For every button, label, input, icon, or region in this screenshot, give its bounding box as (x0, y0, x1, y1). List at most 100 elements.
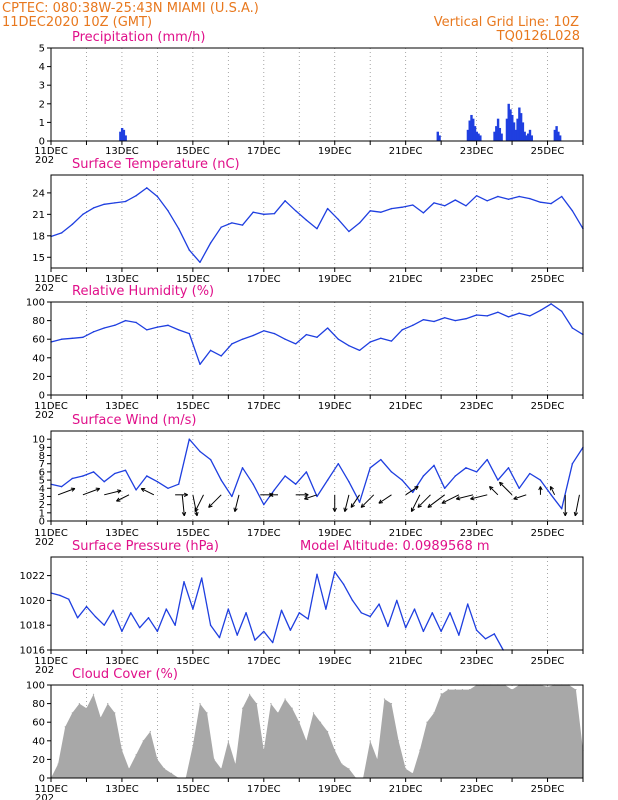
data-point (273, 212, 276, 215)
data-point (401, 479, 403, 481)
x-tick-label: 13DEC (105, 656, 139, 667)
data-point (103, 327, 105, 329)
x-tick-label: 25DEC (531, 784, 565, 795)
cloud-point (390, 703, 393, 705)
data-point (289, 629, 292, 631)
data-point (475, 195, 478, 197)
precip-bar (511, 114, 514, 141)
data-point (60, 338, 63, 340)
precip-bar (555, 126, 558, 141)
data-point (273, 332, 276, 335)
precip-bar (473, 126, 477, 141)
cloud-point (170, 772, 173, 774)
x-tick-label: 25DEC (531, 528, 565, 539)
cloud-point (234, 763, 237, 765)
header-code: TQ0126L028 (496, 29, 580, 44)
cloud-point (334, 749, 336, 751)
wind-arrow-head (427, 503, 432, 508)
y-tick-label: 0 (39, 517, 45, 528)
x-tick-label: 19DEC (318, 784, 352, 795)
data-point (273, 489, 276, 491)
panel-temp: Surface Temperature (nC) 15 18 21 24 11DEC 13D… (32, 157, 584, 294)
cloud-point (298, 721, 300, 723)
data-point (167, 487, 169, 489)
data-point (209, 624, 212, 626)
cloud-point (440, 693, 442, 695)
x-tick-label: 11DEC (34, 528, 68, 539)
data-point (177, 227, 180, 230)
cloud-point (277, 712, 279, 714)
data-point (561, 195, 563, 198)
cloud-point (319, 721, 322, 723)
cloud-point (199, 703, 201, 705)
data-point (177, 329, 180, 331)
data-point (241, 338, 244, 340)
cloud-point (369, 740, 371, 742)
panel-pres: Surface Pressure (hPa) Model Altitude: 0.… (20, 539, 584, 676)
precip-bar (553, 129, 557, 141)
x-tick-label: 19DEC (318, 401, 352, 412)
data-point (316, 227, 318, 230)
data-point (325, 608, 327, 610)
data-point (135, 489, 137, 491)
data-point (433, 320, 435, 323)
data-point (82, 213, 84, 216)
data-point (263, 503, 265, 506)
x-year-label: 202 (35, 537, 54, 548)
precip-bar (519, 113, 523, 141)
wind-arrow-head (538, 486, 543, 491)
cloud-point (383, 698, 385, 700)
wind-arrow-head (498, 481, 504, 487)
cloud-point (284, 698, 286, 700)
data-point (465, 318, 467, 320)
data-point (199, 363, 201, 366)
x-tick-label: 23DEC (460, 528, 494, 539)
data-point (263, 630, 265, 633)
data-point (295, 343, 297, 345)
cloud-area (51, 685, 583, 778)
data-point (85, 605, 88, 608)
y-tick-label: 4 (39, 62, 45, 73)
wind-arrow-head (549, 486, 554, 491)
wind-arrow (82, 488, 100, 496)
wind-arrow-head (489, 485, 494, 491)
data-point (316, 495, 318, 498)
data-point (539, 201, 542, 203)
precip-bar (468, 120, 471, 141)
data-point (422, 475, 425, 477)
x-tick-label: 23DEC (460, 274, 494, 285)
header-grid-note: Vertical Grid Line: 10Z (434, 15, 579, 30)
x-tick-label: 21DEC (389, 528, 423, 539)
precip-bar (466, 129, 470, 141)
precip-bar (122, 129, 126, 141)
wind-arrow-head (441, 499, 447, 504)
wind-arrow (489, 486, 499, 496)
data-point (114, 472, 116, 475)
data-point (82, 475, 84, 477)
y-tick-label: 60 (32, 335, 45, 346)
data-point (387, 625, 389, 628)
cloud-point (454, 689, 456, 691)
data-point (236, 634, 238, 636)
wind-arrow-head (233, 507, 238, 512)
data-point (167, 324, 169, 326)
y-tick-label: 1016 (20, 646, 45, 657)
y-tick-label: 80 (32, 699, 45, 710)
data-point (360, 612, 363, 614)
data-point (316, 336, 318, 339)
data-point (454, 199, 457, 201)
x-tick-label: 13DEC (105, 401, 139, 412)
data-point (146, 329, 148, 331)
data-point (188, 249, 191, 251)
wind-arrow (234, 494, 240, 512)
x-tick-label: 19DEC (318, 146, 352, 157)
data-point (326, 207, 329, 210)
data-point (124, 319, 127, 322)
cloud-point (64, 726, 66, 728)
data-point (571, 327, 574, 329)
panel-frame (50, 430, 584, 522)
precip-bar (496, 118, 500, 141)
precip-bar (438, 135, 441, 141)
cloud-point (241, 707, 244, 709)
data-point (465, 467, 467, 469)
